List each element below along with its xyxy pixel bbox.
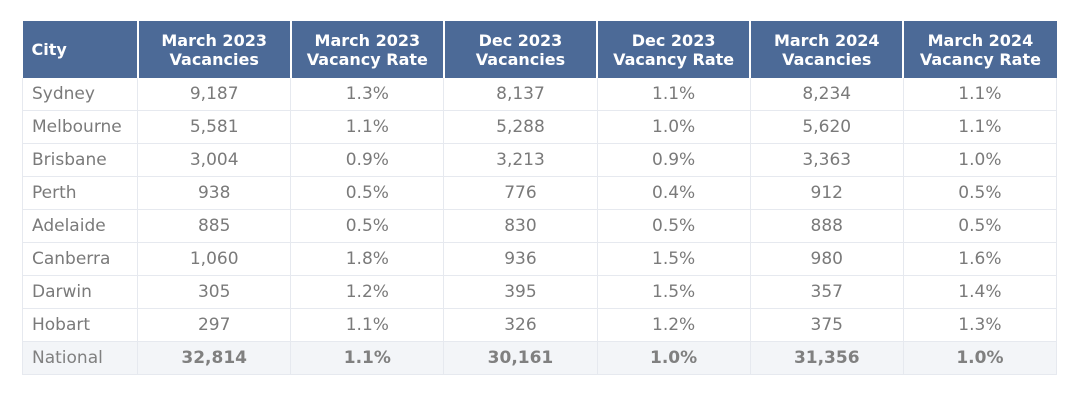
vacancies-cell: 776 xyxy=(443,176,598,210)
vacancies-cell: 912 xyxy=(750,176,904,210)
vacancy-rate-cell: 1.1% xyxy=(903,78,1058,111)
city-cell: Canberra xyxy=(21,242,139,276)
vacancy-rate-cell: 0.5% xyxy=(290,209,445,243)
vacancies-cell: 3,363 xyxy=(750,143,904,177)
total-vacancy-rate-cell: 1.0% xyxy=(597,341,751,375)
header-label-line2: Vacancies xyxy=(475,49,566,69)
vacancies-cell: 936 xyxy=(443,242,598,276)
total-vacancies-cell: 30,161 xyxy=(443,341,598,375)
table-row-sydney: Sydney 9,187 1.3% 8,137 1.1% 8,234 1.1% xyxy=(21,78,1058,111)
header-label-line1: March 2024 xyxy=(773,30,880,50)
total-vacancy-rate-cell: 1.0% xyxy=(903,341,1058,375)
header-dec-2023-vacancy-rate: Dec 2023 Vacancy Rate xyxy=(597,21,752,78)
city-cell: Hobart xyxy=(21,308,139,342)
vacancies-cell: 326 xyxy=(443,308,598,342)
vacancies-cell: 395 xyxy=(443,275,598,309)
table-row-hobart: Hobart 297 1.1% 326 1.2% 375 1.3% xyxy=(21,308,1058,342)
vacancies-cell: 357 xyxy=(750,275,904,309)
total-vacancies-cell: 31,356 xyxy=(750,341,904,375)
vacancies-cell: 888 xyxy=(750,209,904,243)
total-vacancies-cell: 32,814 xyxy=(137,341,292,375)
vacancies-cell: 8,234 xyxy=(750,78,904,111)
city-cell: Adelaide xyxy=(21,209,139,243)
vacancies-cell: 980 xyxy=(750,242,904,276)
vacancy-rate-cell: 0.5% xyxy=(290,176,445,210)
vacancy-rate-cell: 1.0% xyxy=(597,110,751,144)
vacancy-rate-cell: 1.8% xyxy=(290,242,445,276)
header-label-line1: March 2023 xyxy=(161,30,267,50)
header-row: City March 2023 Vacancies March 2023 Vac… xyxy=(22,21,1057,78)
header-march-2023-vacancies: March 2023 Vacancies xyxy=(137,21,292,78)
table-row-darwin: Darwin 305 1.2% 395 1.5% 357 1.4% xyxy=(21,275,1058,309)
table-row-canberra: Canberra 1,060 1.8% 936 1.5% 980 1.6% xyxy=(21,242,1058,276)
vacancies-cell: 5,288 xyxy=(443,110,598,144)
vacancies-cell: 5,620 xyxy=(750,110,904,144)
vacancy-rate-cell: 0.9% xyxy=(597,143,751,177)
table-row-perth: Perth 938 0.5% 776 0.4% 912 0.5% xyxy=(21,176,1058,210)
header-label-line1: March 2023 xyxy=(314,30,421,50)
vacancies-cell: 5,581 xyxy=(137,110,292,144)
header-label-line1: Dec 2023 xyxy=(478,30,563,50)
header-label-line2: Vacancies xyxy=(782,49,872,69)
vacancy-rate-cell: 1.6% xyxy=(903,242,1058,276)
vacancies-cell: 297 xyxy=(137,308,292,342)
header-label-line2: Vacancy Rate xyxy=(613,49,735,69)
table-body: Sydney 9,187 1.3% 8,137 1.1% 8,234 1.1% … xyxy=(21,78,1058,375)
vacancy-table: City March 2023 Vacancies March 2023 Vac… xyxy=(21,21,1058,375)
header-label-line1: Dec 2023 xyxy=(631,30,716,50)
city-cell: Perth xyxy=(21,176,139,210)
vacancies-cell: 375 xyxy=(750,308,904,342)
vacancies-cell: 938 xyxy=(137,176,292,210)
header-label-line2: Vacancy Rate xyxy=(919,49,1041,69)
vacancy-rate-cell: 0.5% xyxy=(903,176,1058,210)
vacancy-rate-cell: 1.3% xyxy=(903,308,1058,342)
vacancy-rate-cell: 1.2% xyxy=(290,275,445,309)
city-cell: National xyxy=(21,341,139,375)
vacancy-rate-cell: 1.4% xyxy=(903,275,1058,309)
vacancy-rate-cell: 1.0% xyxy=(903,143,1058,177)
header-march-2024-vacancy-rate: March 2024 Vacancy Rate xyxy=(903,21,1057,78)
header-label-line2: Vacancies xyxy=(169,49,259,69)
vacancies-cell: 1,060 xyxy=(137,242,292,276)
vacancy-rate-cell: 1.1% xyxy=(597,78,751,111)
header-city: City xyxy=(22,21,139,78)
vacancies-cell: 8,137 xyxy=(443,78,598,111)
header-label-line1: March 2024 xyxy=(927,30,1034,50)
vacancy-rate-cell: 1.1% xyxy=(290,110,445,144)
table-row-melbourne: Melbourne 5,581 1.1% 5,288 1.0% 5,620 1.… xyxy=(21,110,1058,144)
table-row-adelaide: Adelaide 885 0.5% 830 0.5% 888 0.5% xyxy=(21,209,1058,243)
table-header: City March 2023 Vacancies March 2023 Vac… xyxy=(22,21,1057,78)
header-march-2024-vacancies: March 2024 Vacancies xyxy=(750,21,905,78)
city-cell: Brisbane xyxy=(21,143,139,177)
vacancy-rate-cell: 0.5% xyxy=(903,209,1058,243)
city-cell: Sydney xyxy=(21,78,139,111)
vacancy-rate-cell: 1.3% xyxy=(290,78,445,111)
header-march-2023-vacancy-rate: March 2023 Vacancy Rate xyxy=(290,21,445,78)
vacancies-cell: 9,187 xyxy=(137,78,292,111)
vacancy-rate-cell: 1.1% xyxy=(290,308,445,342)
total-vacancy-rate-cell: 1.1% xyxy=(290,341,445,375)
vacancies-cell: 3,004 xyxy=(137,143,292,177)
vacancy-rate-cell: 0.4% xyxy=(597,176,751,210)
vacancies-cell: 305 xyxy=(137,275,292,309)
vacancy-rate-cell: 1.5% xyxy=(597,275,751,309)
vacancy-rate-cell: 0.5% xyxy=(597,209,751,243)
city-cell: Melbourne xyxy=(21,110,139,144)
vacancy-rate-cell: 0.9% xyxy=(290,143,445,177)
table-row-brisbane: Brisbane 3,004 0.9% 3,213 0.9% 3,363 1.0… xyxy=(21,143,1058,177)
header-label: City xyxy=(31,40,67,59)
vacancy-table-container: City March 2023 Vacancies March 2023 Vac… xyxy=(21,21,1058,375)
vacancy-rate-cell: 1.1% xyxy=(903,110,1058,144)
vacancy-rate-cell: 1.2% xyxy=(597,308,751,342)
vacancies-cell: 830 xyxy=(443,209,598,243)
city-cell: Darwin xyxy=(21,275,139,309)
vacancies-cell: 885 xyxy=(137,209,292,243)
header-label-line2: Vacancy Rate xyxy=(306,49,428,69)
vacancy-rate-cell: 1.5% xyxy=(597,242,751,276)
header-dec-2023-vacancies: Dec 2023 Vacancies xyxy=(443,21,599,78)
table-row-national-total: National 32,814 1.1% 30,161 1.0% 31,356 … xyxy=(21,341,1058,375)
vacancies-cell: 3,213 xyxy=(443,143,598,177)
